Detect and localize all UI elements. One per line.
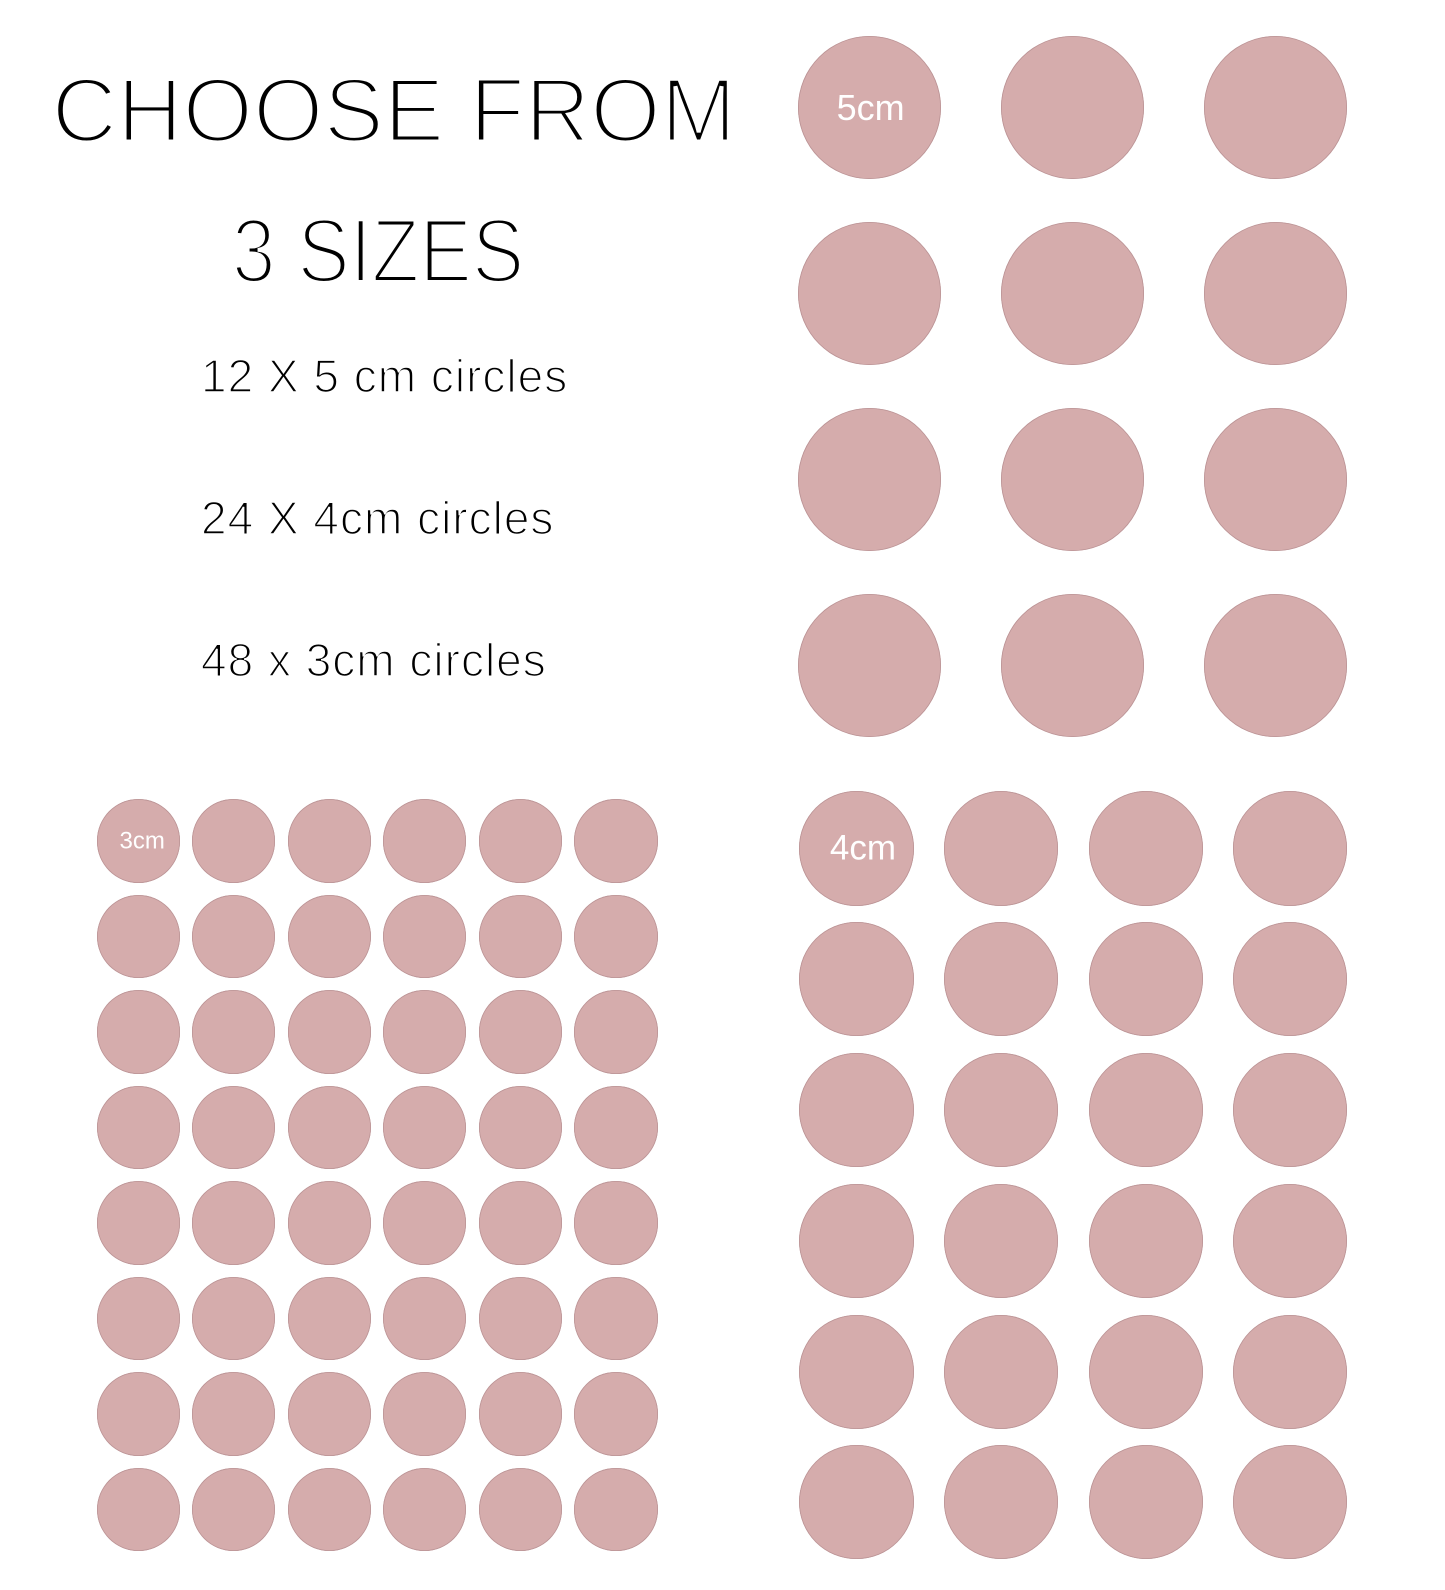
svg-text:CHOOSE FROM: CHOOSE FROM	[52, 61, 737, 162]
svg-text:3cm: 3cm	[119, 828, 164, 855]
svg-text:3 SIZES: 3 SIZES	[232, 201, 524, 302]
svg-text:5cm: 5cm	[836, 86, 904, 127]
svg-text:48 x 3cm circles: 48 x 3cm circles	[201, 634, 547, 686]
svg-text:24 X 4cm circles: 24 X 4cm circles	[201, 492, 554, 544]
svg-text:12 X 5 cm circles: 12 X 5 cm circles	[201, 350, 568, 402]
svg-text:4cm: 4cm	[830, 829, 896, 868]
